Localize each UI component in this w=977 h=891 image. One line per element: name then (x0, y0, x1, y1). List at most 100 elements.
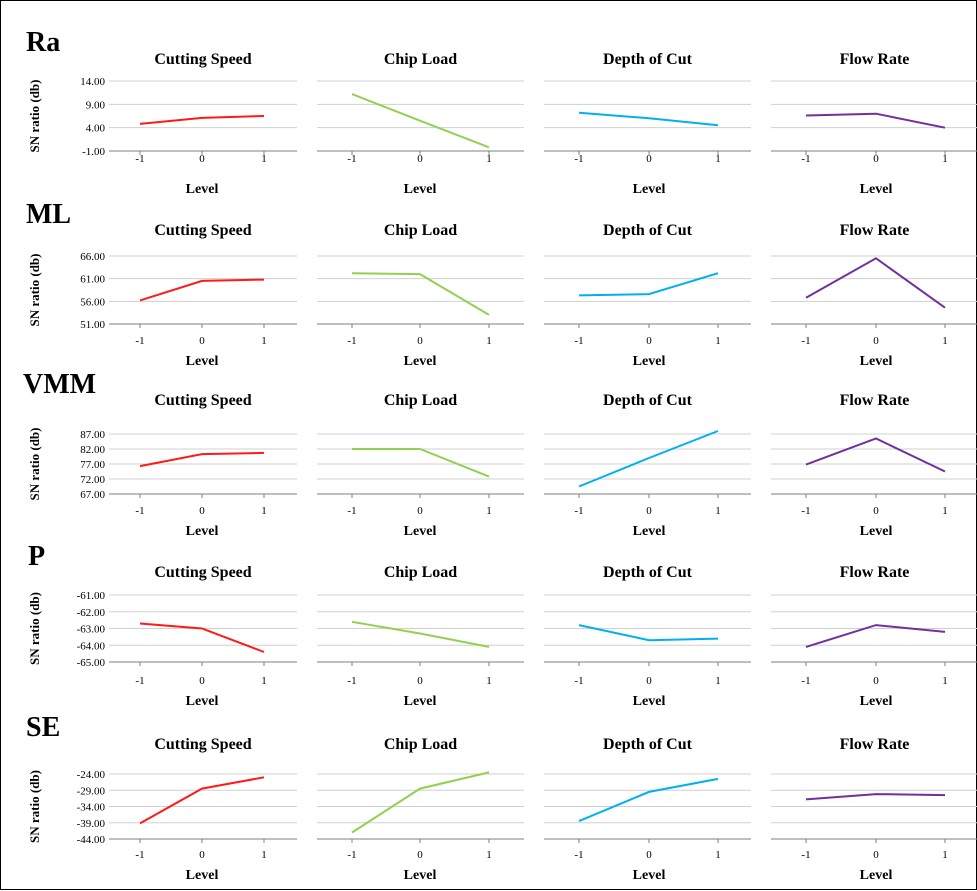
panel-p-chip-load-series-line (351, 620, 490, 648)
panel-se-cutting-speed-ytick-label: -44.00 (77, 834, 106, 846)
panel-ra-chip-load-title: Chip Load (384, 51, 457, 68)
panel-vmm-flow-rate-xtick-label: 0 (873, 505, 879, 517)
panel-vmm-flow-rate-xtick-label: -1 (801, 505, 810, 517)
panel-se-flow-rate-title: Flow Rate (840, 736, 910, 753)
panel-p-cutting-speed-series-line (139, 622, 265, 653)
panel-vmm-flow-rate-xtick-label: 1 (942, 505, 948, 517)
panel-ml-chip-load-series-line (351, 272, 490, 316)
panel-ra-cutting-speed-xtick-label: 1 (261, 153, 267, 165)
panel-ra-depth-of-cut-title: Depth of Cut (603, 51, 693, 68)
panel-p-cutting-speed-xtick-label: 1 (261, 675, 267, 687)
panel-ra-cutting-speed-xtick-label: -1 (135, 153, 144, 165)
panel-ml-cutting-speed-xtick-label: -1 (135, 335, 144, 347)
panel-vmm-flow-rate-series-line (805, 437, 946, 473)
panel-se-chip-load-title: Chip Load (384, 736, 457, 753)
panel-ra-chip-load-series-line (351, 93, 490, 149)
panel-ra-depth-of-cut-xlabel: Level (633, 182, 666, 197)
panel-ml-cutting-speed-xlabel: Level (186, 354, 219, 369)
panel-vmm-cutting-speed-xtick-label: 1 (261, 505, 267, 517)
panel-ra-flow-rate-series-line (805, 112, 946, 129)
row-label-se: SE (26, 712, 60, 743)
panel-se-chip-load-xtick-label: 1 (486, 849, 492, 861)
panel-ml-depth-of-cut-title: Depth of Cut (603, 222, 693, 239)
row-label-p: P (28, 541, 45, 572)
row-label-ra: Ra (26, 27, 60, 58)
panel-ra-cutting-speed-series-line (139, 115, 265, 125)
panel-ra-flow-rate-xtick-label: 0 (873, 153, 879, 165)
panel-ra-flow-rate-xtick-label: -1 (801, 153, 810, 165)
panel-vmm-flow-rate-xlabel: Level (860, 524, 893, 539)
panel-vmm-cutting-speed-xtick-label: -1 (135, 505, 144, 517)
panel-p-depth-of-cut-xtick-label: -1 (574, 675, 583, 687)
panel-ml-cutting-speed-xtick-label: 1 (261, 335, 267, 347)
panel-ra-chip-load-xtick-label: 1 (486, 153, 492, 165)
panel-ml-cutting-speed-series-line (139, 278, 265, 302)
panel-ra-cutting-speed-ytick-label: -1.00 (82, 146, 105, 158)
panel-p-cutting-speed-ytick-label: -63.00 (77, 624, 106, 636)
panel-se-chip-load-series-line (351, 771, 490, 834)
panel-se-chip-load-xtick-label: 0 (417, 849, 423, 861)
panel-vmm-cutting-speed-ytick-label: 77.00 (80, 459, 105, 471)
panel-ra-chip-load-xtick-label: -1 (347, 153, 356, 165)
panel-ml-chip-load-title: Chip Load (384, 222, 457, 239)
panel-ml-chip-load-xtick-label: 0 (417, 335, 423, 347)
row-label-vmm: VMM (23, 369, 96, 400)
panel-ml-flow-rate-xtick-label: 1 (942, 335, 948, 347)
panel-ml-flow-rate-xtick-label: -1 (801, 335, 810, 347)
panel-ra-cutting-speed-ytick-label: 14.00 (80, 76, 105, 88)
panel-ml-depth-of-cut-xtick-label: -1 (574, 335, 583, 347)
panel-ra-cutting-speed-ytick-label: 9.00 (86, 99, 106, 111)
panel-p-depth-of-cut-series-line (578, 624, 719, 642)
panel-ra-depth-of-cut-series-line (578, 111, 719, 127)
panel-vmm-flow-rate-title: Flow Rate (840, 392, 910, 409)
panel-p-flow-rate-xtick-label: -1 (801, 675, 810, 687)
panel-p-chip-load-xtick-label: 1 (486, 675, 492, 687)
panel-p-chip-load-xlabel: Level (404, 694, 437, 709)
panel-ra-flow-rate-xlabel: Level (860, 182, 893, 197)
panel-vmm-depth-of-cut-series-line (578, 430, 719, 488)
panel-se-cutting-speed-series-line (139, 776, 265, 825)
panel-se-cutting-speed-ytick-label: -34.00 (77, 802, 106, 814)
panel-se-cutting-speed-ylabel: SN ratio (db) (27, 770, 42, 843)
panel-vmm-cutting-speed-series-line (139, 451, 265, 468)
panel-se-depth-of-cut-xtick-label: 1 (715, 849, 721, 861)
panel-vmm-cutting-speed-xtick-label: 0 (199, 505, 205, 517)
panel-vmm-chip-load-xtick-label: 1 (486, 505, 492, 517)
panel-ml-flow-rate-xtick-label: 0 (873, 335, 879, 347)
panel-se-cutting-speed-ytick-label: -29.00 (77, 785, 106, 797)
panel-ml-depth-of-cut-xlabel: Level (633, 354, 666, 369)
panel-ml-chip-load-xtick-label: 1 (486, 335, 492, 347)
panel-se-depth-of-cut-xtick-label: -1 (574, 849, 583, 861)
panel-vmm-depth-of-cut-title: Depth of Cut (603, 392, 693, 409)
panel-p-cutting-speed-xtick-label: 0 (199, 675, 205, 687)
panel-ra-flow-rate-title: Flow Rate (840, 51, 910, 68)
panel-ml-cutting-speed-ytick-label: 51.00 (80, 319, 105, 331)
panel-p-cutting-speed-ytick-label: -62.00 (77, 607, 106, 619)
panel-ml-chip-load-xtick-label: -1 (347, 335, 356, 347)
panel-p-cutting-speed-ylabel: SN ratio (db) (27, 592, 42, 665)
panel-vmm-cutting-speed-ytick-label: 82.00 (80, 444, 105, 456)
panel-p-depth-of-cut-xtick-label: 0 (646, 675, 652, 687)
panel-vmm-depth-of-cut-xlabel: Level (633, 524, 666, 539)
panel-vmm-depth-of-cut-xtick-label: 1 (715, 505, 721, 517)
panel-ml-flow-rate-series-line (805, 257, 946, 309)
panel-vmm-chip-load-series-line (352, 448, 490, 478)
panel-se-depth-of-cut-xtick-label: 0 (646, 849, 652, 861)
panel-ra-flow-rate-xtick-label: 1 (942, 153, 948, 165)
panel-se-cutting-speed-xtick-label: 0 (199, 849, 205, 861)
panel-p-flow-rate-xtick-label: 1 (942, 675, 948, 687)
panel-se-flow-rate-xlabel: Level (860, 868, 893, 883)
panel-vmm-cutting-speed-ytick-label: 72.00 (80, 474, 105, 486)
panel-vmm-chip-load-title: Chip Load (384, 392, 457, 409)
panel-ra-depth-of-cut-xtick-label: -1 (574, 153, 583, 165)
panel-se-depth-of-cut-title: Depth of Cut (603, 736, 693, 753)
panel-se-flow-rate-xtick-label: 0 (873, 849, 879, 861)
panel-vmm-cutting-speed-ylabel: SN ratio (db) (27, 428, 42, 501)
panel-vmm-cutting-speed-xlabel: Level (186, 524, 219, 539)
panel-vmm-depth-of-cut-xtick-label: -1 (574, 505, 583, 517)
panel-p-cutting-speed-xtick-label: -1 (135, 675, 144, 687)
panel-ml-depth-of-cut-xtick-label: 0 (646, 335, 652, 347)
panel-p-cutting-speed-ytick-label: -61.00 (77, 590, 106, 602)
panel-p-depth-of-cut-title: Depth of Cut (603, 564, 693, 581)
